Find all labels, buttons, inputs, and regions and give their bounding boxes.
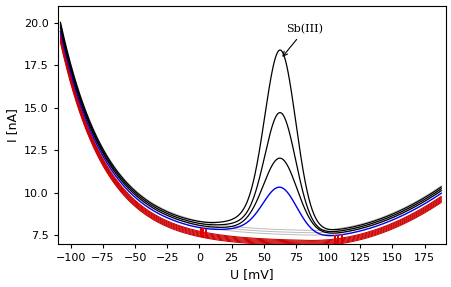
X-axis label: U [mV]: U [mV] [230, 268, 273, 282]
Text: Sb(III): Sb(III) [282, 24, 323, 56]
Y-axis label: I [nA]: I [nA] [5, 108, 18, 142]
